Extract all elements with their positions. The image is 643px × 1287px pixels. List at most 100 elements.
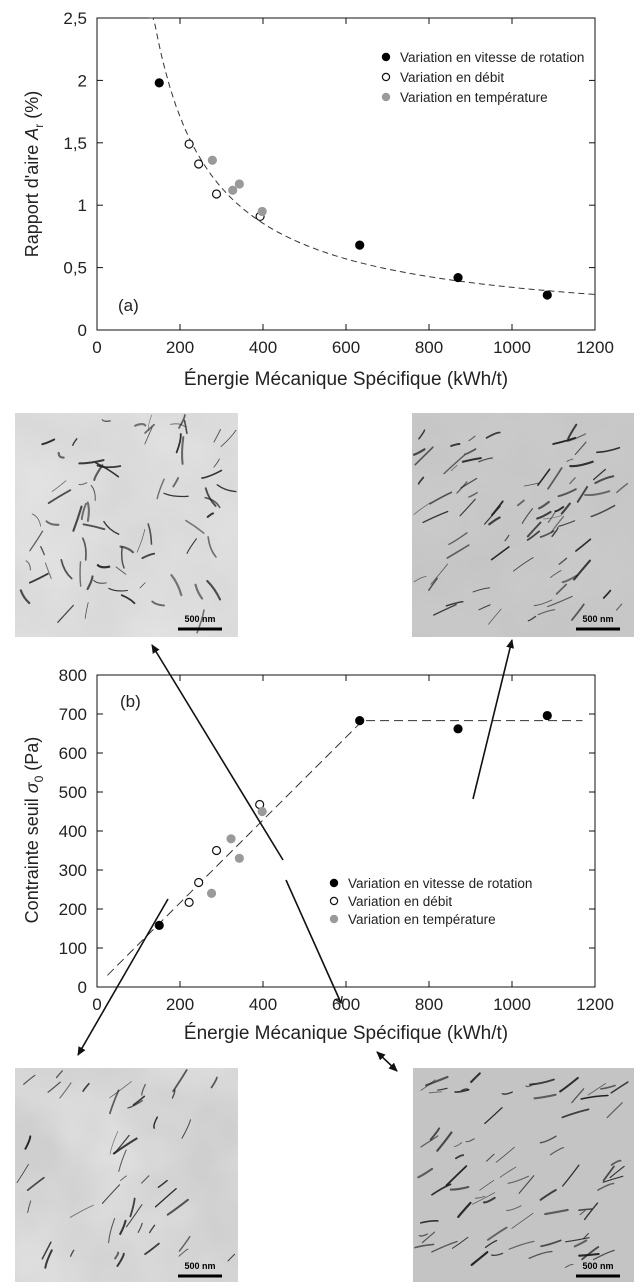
micrograph-fiber	[86, 575, 94, 591]
micrograph-fiber	[31, 513, 41, 527]
micrograph-fiber	[27, 1200, 32, 1213]
micrograph-fiber	[539, 1189, 557, 1201]
micrograph-fiber	[207, 536, 217, 558]
data-point-series-2	[257, 806, 267, 817]
micrograph-fiber	[19, 589, 31, 605]
micrograph-fiber	[597, 1182, 615, 1191]
micrograph-fiber	[147, 523, 153, 545]
legend-marker-series-2	[381, 92, 391, 102]
micrograph-fiber	[96, 464, 122, 469]
arrow-to-bottom-right-micrograph	[376, 1051, 398, 1072]
micrograph-fiber	[163, 492, 189, 498]
micrograph-fiber	[420, 1135, 439, 1148]
micrograph-fiber	[201, 469, 223, 479]
panel-b-points	[154, 710, 552, 930]
micrograph-fiber	[533, 599, 553, 607]
micrograph-fiber	[456, 481, 468, 494]
micrograph-fiber	[433, 603, 457, 616]
micrograph-fiber	[109, 1131, 119, 1155]
micrograph-fiber	[550, 515, 565, 533]
micrograph-fiber	[181, 436, 185, 465]
micrograph-fiber	[501, 1091, 513, 1095]
micrograph-fiber	[28, 572, 49, 584]
micrograph-fiber	[178, 1248, 189, 1257]
micrograph-fiber	[525, 1083, 536, 1088]
micrograph-fiber	[149, 1224, 156, 1234]
micrograph-fiber	[449, 1185, 470, 1191]
micrograph-fiber	[537, 468, 551, 486]
data-point-series-2	[207, 155, 217, 165]
micrograph-fiber	[459, 498, 476, 517]
micrograph-fiber	[120, 1175, 127, 1181]
micrograph-fiber	[606, 1102, 623, 1119]
micrograph-fiber	[590, 504, 616, 518]
micrograph-fiber	[114, 1134, 130, 1154]
micrograph-fiber	[430, 563, 449, 585]
micrograph-fiber	[116, 1252, 125, 1267]
x-tick-label: 600	[332, 338, 360, 357]
panel-b-plot-frame	[96, 674, 596, 988]
micrograph-fiber	[47, 1081, 61, 1093]
micrograph-fiber	[425, 1075, 449, 1087]
micrograph-fiber	[57, 451, 65, 459]
micrograph-fiber	[461, 457, 482, 463]
micrograph-fiber	[29, 530, 44, 552]
micrograph-fiber	[114, 1251, 120, 1260]
micrograph-fiber	[609, 1165, 625, 1179]
micrograph-fiber	[566, 433, 587, 443]
data-point-series-1	[211, 189, 222, 199]
panel-a-y-axis-label: Rapport d'aire Ar (%)	[22, 91, 46, 258]
micrograph-fiber	[108, 587, 128, 592]
micrograph-fiber	[23, 1074, 36, 1085]
micrograph-fiber	[431, 1240, 458, 1253]
micrograph-fiber	[40, 545, 46, 556]
micrograph-top-left: 500 nm	[15, 413, 238, 637]
data-point-series-2	[226, 834, 236, 844]
x-tick-label: 200	[166, 338, 194, 357]
micrograph-fiber	[86, 501, 90, 522]
micrograph-fiber	[72, 438, 78, 447]
micrograph-fiber	[422, 510, 449, 524]
micrograph-fiber	[72, 505, 83, 532]
panel-b-ticks: 0 200 400 600 800 1000 1200 0 100 200 300 400 500 600…	[59, 666, 614, 1014]
micrograph-fiber	[103, 520, 120, 535]
panel-b-label: (b)	[120, 692, 141, 711]
micrograph-fiber	[79, 561, 82, 587]
micrograph-fiber	[151, 600, 166, 607]
micrograph-fiber	[468, 491, 478, 498]
micrograph-fiber	[141, 1175, 150, 1184]
micrograph-fiber	[448, 532, 468, 546]
data-point-series-1	[211, 845, 222, 856]
micrograph-fiber	[575, 538, 592, 552]
micrograph-fiber	[93, 579, 107, 584]
data-point-series-0	[542, 290, 552, 300]
micrograph-fiber	[431, 1183, 452, 1196]
panel-b-x-axis-label: Énergie Mécanique Spécifique (kWh/t)	[184, 1023, 508, 1044]
legend-marker-series-1	[329, 896, 339, 906]
data-point-series-2	[234, 853, 244, 863]
micrograph-fiber	[44, 1249, 53, 1269]
arrow-to-top-left-micrograph	[151, 644, 284, 861]
micrograph-fiber	[412, 448, 426, 456]
micrograph-fiber	[175, 433, 182, 454]
micrograph-fiber	[587, 1083, 607, 1096]
micrograph-fiber	[518, 1175, 535, 1194]
micrograph-fiber	[558, 520, 576, 527]
micrograph-fiber	[521, 508, 534, 524]
micrograph-fiber	[602, 589, 612, 599]
micrograph-fiber	[559, 1076, 579, 1093]
micrograph-fiber	[157, 1179, 168, 1188]
micrograph-fiber	[178, 1235, 191, 1252]
micrograph-fiber	[119, 1219, 127, 1236]
data-point-series-0	[453, 724, 463, 734]
micrograph-fiber	[227, 1253, 236, 1262]
micrograph-fiber	[120, 546, 125, 569]
micrograph-fiber	[571, 603, 585, 621]
data-point-series-2	[206, 888, 217, 899]
y-tick-label: 1,5	[63, 134, 87, 153]
micrograph-fiber	[153, 1116, 159, 1129]
micrograph-fiber	[445, 1165, 468, 1187]
micrograph-fiber	[594, 475, 615, 485]
panel-b-chart: 0 200 400 600 800 1000 1200 0 100 200 300 400 500 600…	[22, 666, 614, 1044]
micrograph-fiber	[141, 552, 156, 560]
